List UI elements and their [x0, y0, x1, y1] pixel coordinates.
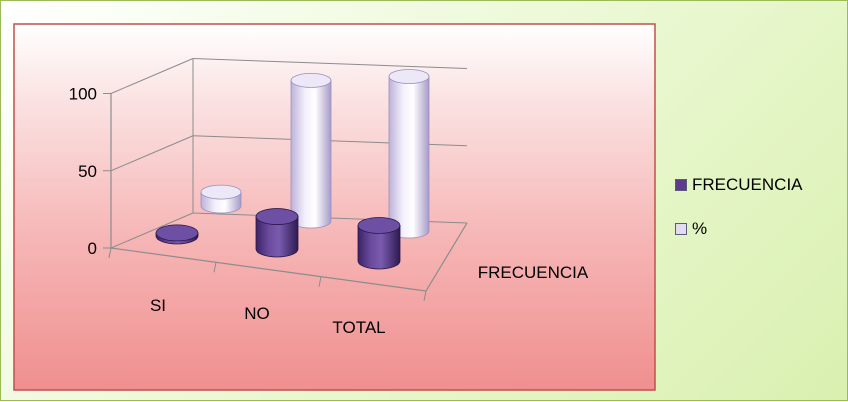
depth-axis-label: FRECUENCIA [478, 263, 589, 282]
depth-axis-line [425, 222, 468, 292]
x-axis-line [110, 247, 427, 292]
gridline-left-1 [110, 135, 194, 172]
x-tick-label-1: NO [244, 304, 270, 323]
x-tick-label-2: TOTAL [332, 318, 385, 337]
bar-frecuencia-total-top [357, 217, 401, 234]
y-tick-label-1: 50 [78, 162, 97, 181]
x-tick-mark-3 [423, 290, 427, 302]
plot-area [13, 23, 656, 391]
bar-frecuencia-no [255, 208, 299, 258]
legend-entry-percent: % [675, 215, 803, 243]
gridline-left-2 [110, 58, 194, 94]
bar-percent-total-body [388, 76, 430, 239]
legend: FRECUENCIA % [675, 171, 803, 259]
y-tick-label-2: 100 [69, 85, 97, 104]
labels-layer: 0 50 100 SI NO TOTAL FRECUENCIA [69, 85, 589, 338]
legend-swatch-frecuencia [675, 179, 687, 191]
legend-swatch-percent [675, 223, 687, 235]
bar-percent-no-body [290, 80, 332, 229]
bar-percent-si [200, 184, 242, 214]
bar-percent-total-top [388, 69, 430, 84]
bar-frecuencia-si [155, 224, 199, 245]
bar-frecuencia-no-body [255, 216, 299, 258]
bar-frecuencia-no-top [255, 208, 299, 225]
x-tick-mark-1 [213, 262, 217, 273]
gridline-back-2 [192, 58, 468, 69]
legend-entry-frecuencia: FRECUENCIA [675, 171, 803, 199]
bars-layer [155, 69, 430, 270]
gridline-left-0 [110, 212, 194, 249]
bar-percent-no-top [290, 73, 332, 88]
bar-frecuencia-si-top [155, 224, 199, 242]
legend-label-frecuencia: FRECUENCIA [692, 175, 803, 194]
x-tick-mark-2 [318, 276, 322, 287]
bar-percent-no [290, 73, 332, 229]
legend-label-percent: % [692, 219, 708, 238]
x-tick-label-0: SI [150, 296, 166, 315]
x-tick-mark-0 [108, 247, 112, 259]
bar-frecuencia-total [357, 217, 401, 270]
y-tick-label-0: 0 [88, 239, 97, 258]
bar-frecuencia-total-body [357, 225, 401, 270]
bar-percent-total [388, 69, 430, 239]
bar-percent-si-top [200, 184, 242, 200]
